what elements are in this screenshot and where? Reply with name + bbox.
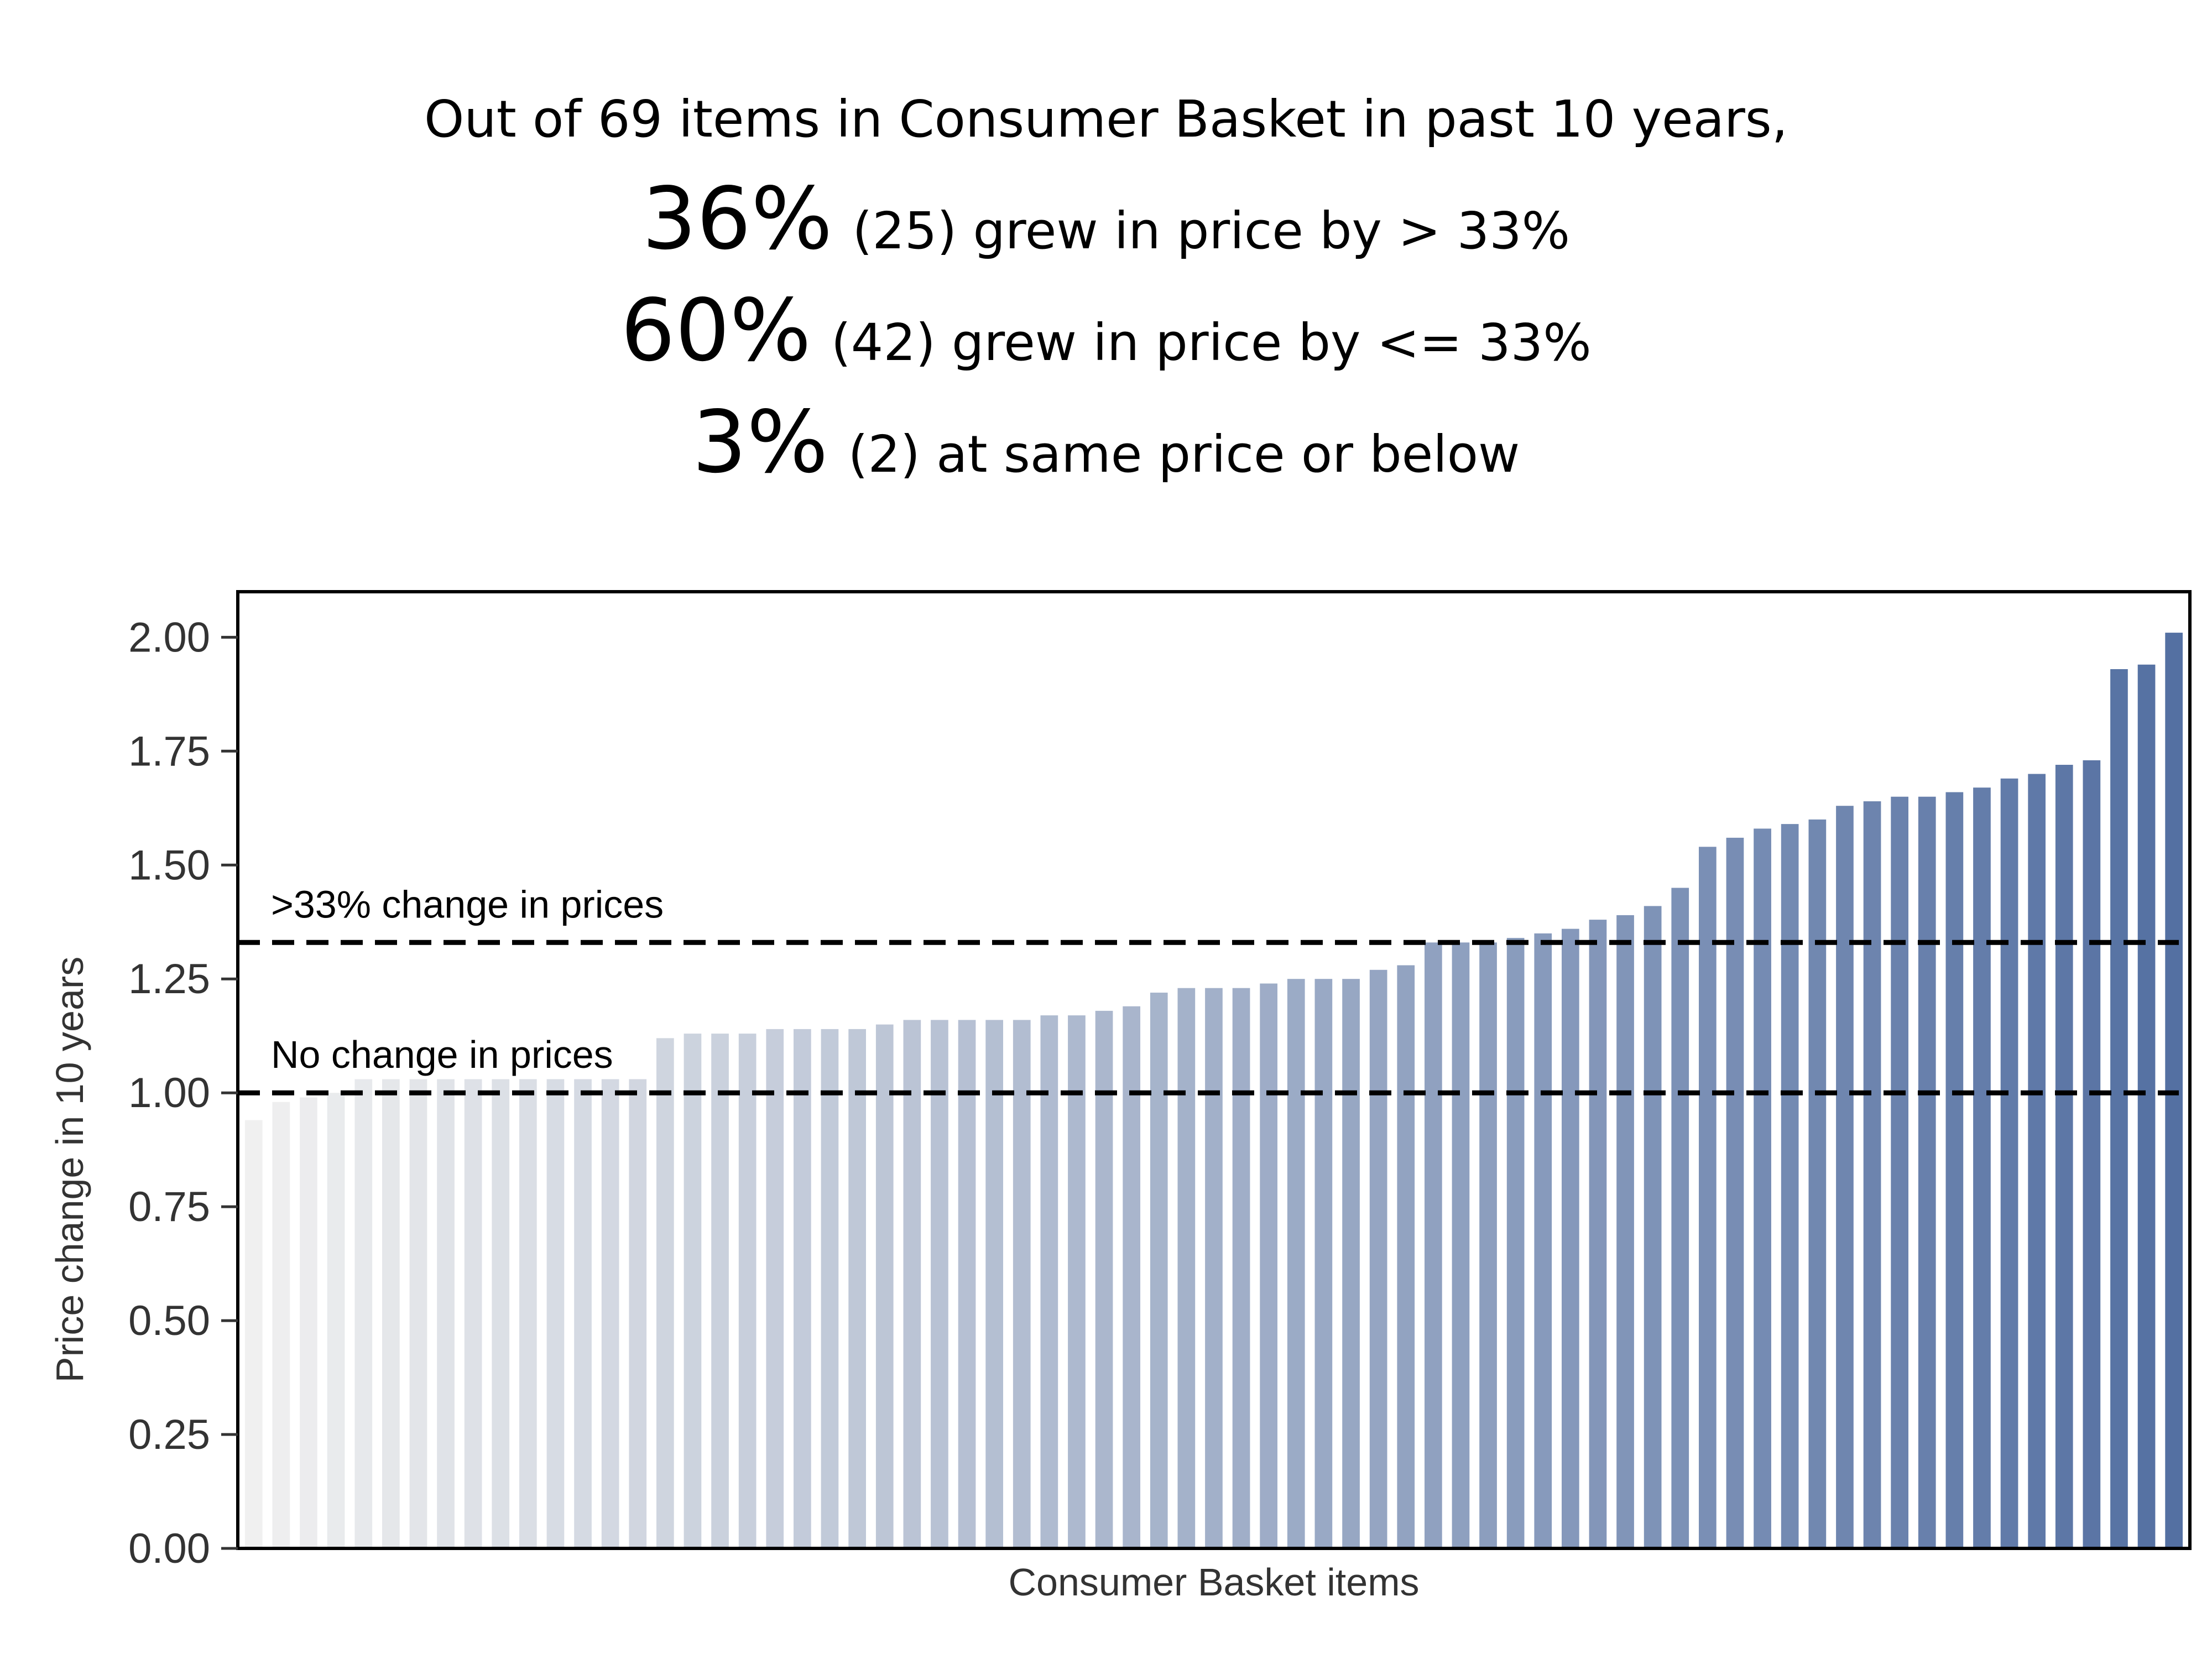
bar	[437, 1079, 455, 1548]
bar	[1452, 942, 1470, 1548]
y-tick-label: 1.00	[128, 1070, 210, 1117]
summary-line-high-growth: 36% (25) grew in price by > 33%	[0, 176, 2212, 262]
bar	[1232, 988, 1250, 1548]
bar	[1726, 837, 1744, 1548]
bar	[1781, 824, 1799, 1548]
bar	[2028, 774, 2046, 1548]
bar	[1068, 1015, 1086, 1548]
bar	[766, 1029, 784, 1548]
bar	[546, 1079, 565, 1548]
bar	[794, 1029, 811, 1548]
bar	[985, 1020, 1003, 1548]
bar	[382, 1079, 400, 1548]
bar	[1945, 792, 1964, 1548]
bar	[1699, 847, 1717, 1548]
bar	[1506, 938, 1525, 1548]
bar	[574, 1079, 592, 1548]
summary-pct-low-growth: 60%	[620, 280, 811, 380]
bar	[1562, 928, 1579, 1548]
bar	[1095, 1010, 1113, 1548]
summary-text-high-growth: (25) grew in price by > 33%	[852, 201, 1571, 260]
summary-text-flat: (2) at same price or below	[848, 425, 1520, 484]
bar	[1314, 979, 1333, 1548]
bar	[1589, 920, 1607, 1548]
plot-frame	[236, 590, 2192, 1550]
y-tick-label: 0.25	[128, 1411, 210, 1458]
y-tick-label: 0.00	[128, 1525, 210, 1572]
bar	[1342, 979, 1360, 1548]
bar	[1671, 888, 1689, 1548]
bar	[1013, 1020, 1031, 1548]
bar	[875, 1024, 894, 1548]
y-axis-title: Price change in 10 years	[48, 957, 91, 1383]
bar	[656, 1038, 674, 1548]
bar	[464, 1079, 482, 1548]
bar	[711, 1034, 729, 1548]
bar	[1177, 988, 1196, 1548]
y-tick-label: 1.75	[128, 728, 210, 775]
bar	[2000, 778, 2018, 1548]
summary-pct-flat: 3%	[692, 392, 828, 492]
bar	[1260, 983, 1277, 1548]
y-tick-label: 2.00	[128, 614, 210, 661]
y-tick-label: 1.50	[128, 842, 210, 889]
bar	[958, 1020, 976, 1548]
summary-line-flat: 3% (2) at same price or below	[0, 399, 2212, 485]
summary-text-low-growth: (42) grew in price by <= 33%	[831, 313, 1592, 372]
x-axis-title: Consumer Basket items	[1008, 1561, 1419, 1604]
bar	[1616, 915, 1634, 1548]
bar	[492, 1079, 510, 1548]
bar	[1397, 965, 1415, 1548]
bars-layer	[244, 633, 2183, 1548]
bar	[738, 1034, 757, 1548]
bar	[1918, 796, 1936, 1548]
bar	[2110, 669, 2128, 1548]
bar	[1205, 988, 1223, 1548]
y-axis: 0.00 0.25 0.50 0.75 1.00 1.25 1.50 1.75 2.00	[128, 614, 238, 1572]
bar	[601, 1079, 619, 1548]
bar	[2055, 765, 2073, 1548]
reference-lines-layer: >33% change in prices No change in prices	[238, 883, 2179, 1095]
summary-line-low-growth: 60% (42) grew in price by <= 33%	[0, 288, 2212, 373]
bar	[1973, 787, 1991, 1548]
bar	[1754, 828, 1771, 1548]
bar	[1863, 801, 1881, 1548]
bar	[1808, 819, 1827, 1548]
bar	[409, 1079, 427, 1548]
y-tick-label: 1.25	[128, 956, 210, 1003]
bar	[1534, 933, 1552, 1548]
bar	[821, 1029, 839, 1548]
bar	[354, 1079, 373, 1548]
bar	[1644, 906, 1662, 1548]
bar	[1369, 969, 1387, 1548]
bar	[1150, 993, 1168, 1548]
y-tick-label: 0.75	[128, 1183, 210, 1230]
bar	[1123, 1006, 1140, 1548]
bar	[1479, 942, 1497, 1548]
bar	[272, 1102, 290, 1548]
bar	[1836, 806, 1854, 1548]
summary-pct-high-growth: 36%	[641, 169, 833, 269]
reference-line-label: >33% change in prices	[271, 883, 664, 926]
bar	[1040, 1015, 1058, 1548]
bar	[629, 1079, 647, 1548]
bar	[931, 1020, 948, 1548]
bar	[1891, 796, 1908, 1548]
bar	[519, 1079, 537, 1548]
bar	[327, 1093, 345, 1548]
reference-line-label: No change in prices	[271, 1033, 613, 1076]
bar	[684, 1034, 702, 1548]
bar	[1287, 979, 1305, 1548]
y-tick-label: 0.50	[128, 1297, 210, 1344]
bar	[300, 1097, 317, 1548]
bar	[2137, 664, 2156, 1548]
bar	[2083, 760, 2101, 1548]
summary-intro: Out of 69 items in Consumer Basket in pa…	[424, 90, 1788, 149]
bar	[244, 1120, 263, 1548]
bar	[848, 1029, 866, 1548]
bar	[1425, 942, 1442, 1548]
bar	[903, 1020, 921, 1548]
